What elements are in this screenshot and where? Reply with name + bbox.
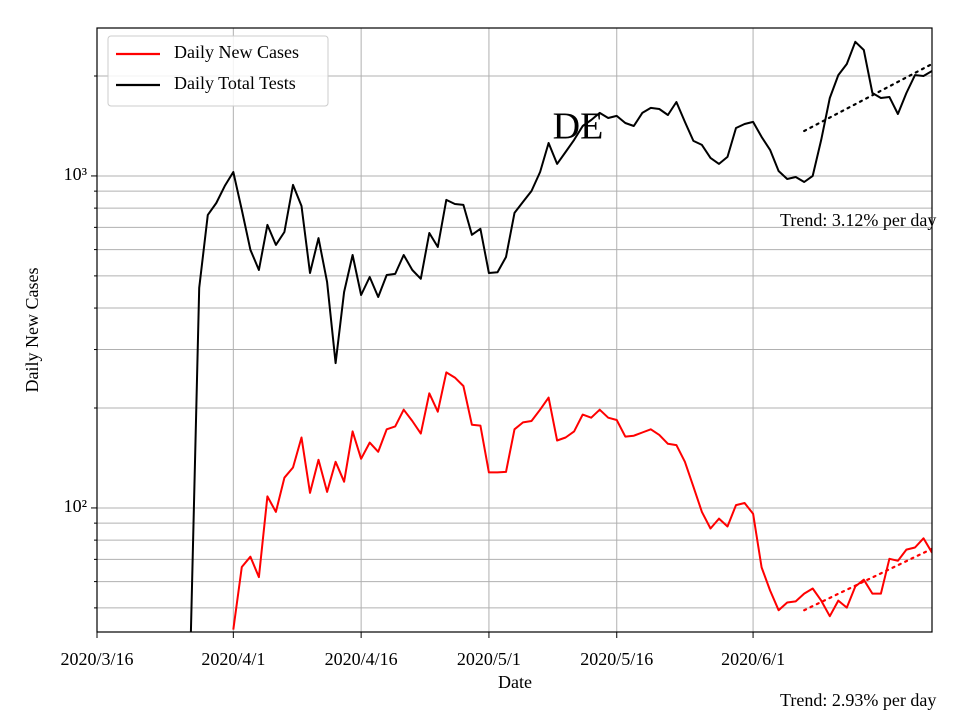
y-tick-label: 10³ xyxy=(64,164,88,184)
x-axis-label: Date xyxy=(498,672,532,692)
plot-frame xyxy=(96,27,933,633)
x-tick-label: 2020/6/1 xyxy=(721,649,785,669)
trend-line xyxy=(803,62,932,133)
x-tick-label: 2020/3/16 xyxy=(60,649,133,669)
legend-box xyxy=(107,35,329,107)
series-line xyxy=(189,40,932,632)
trend-label: Trend: 2.93% per day xyxy=(780,690,936,710)
trend-label: Trend: 3.12% per day xyxy=(780,210,936,230)
x-tick-label: 2020/4/16 xyxy=(325,649,398,669)
y-axis-label: Daily New Cases xyxy=(22,268,42,393)
trend-line xyxy=(803,547,932,612)
x-tick-label: 2020/4/1 xyxy=(201,649,265,669)
legend-label: Daily Total Tests xyxy=(174,73,296,93)
y-tick-label: 10² xyxy=(64,496,87,516)
x-tick-label: 2020/5/1 xyxy=(457,649,521,669)
legend: Daily New Cases Daily Total Tests xyxy=(107,35,329,107)
series-line xyxy=(232,371,932,630)
annotation: DE xyxy=(553,106,604,148)
x-tick-label: 2020/5/16 xyxy=(580,649,653,669)
legend-label: Daily New Cases xyxy=(174,42,299,62)
